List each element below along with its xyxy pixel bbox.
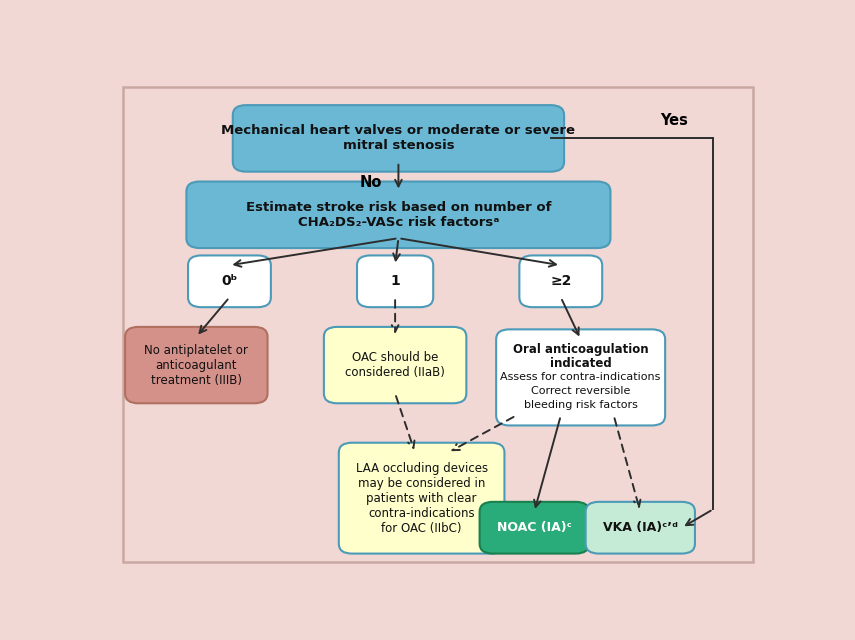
FancyBboxPatch shape [324,327,466,403]
Text: Yes: Yes [660,113,688,127]
Text: No: No [359,175,382,190]
Text: No antiplatelet or
anticoagulant
treatment (IIIB): No antiplatelet or anticoagulant treatme… [144,344,248,387]
Text: OAC should be
considered (IIaB): OAC should be considered (IIaB) [345,351,445,379]
FancyBboxPatch shape [125,327,268,403]
Text: 0ᵇ: 0ᵇ [221,275,238,288]
Text: 1: 1 [390,275,400,288]
FancyBboxPatch shape [480,502,589,554]
FancyBboxPatch shape [233,105,564,172]
FancyBboxPatch shape [186,182,610,248]
Text: ≥2: ≥2 [550,275,571,288]
FancyBboxPatch shape [339,443,504,554]
FancyBboxPatch shape [123,86,753,562]
FancyBboxPatch shape [188,255,271,307]
FancyBboxPatch shape [357,255,433,307]
Text: Mechanical heart valves or moderate or severe
mitral stenosis: Mechanical heart valves or moderate or s… [221,124,575,152]
Text: LAA occluding devices
may be considered in
patients with clear
contra-indication: LAA occluding devices may be considered … [356,461,487,534]
Text: Oral anticoagulation: Oral anticoagulation [513,343,648,356]
FancyBboxPatch shape [519,255,602,307]
Text: NOAC (IA)ᶜ: NOAC (IA)ᶜ [497,521,572,534]
FancyBboxPatch shape [496,330,665,426]
Text: Assess for contra-indications: Assess for contra-indications [500,372,661,383]
Text: Correct reversible: Correct reversible [531,386,630,396]
Text: Estimate stroke risk based on number of
CHA₂DS₂-VASc risk factorsᵃ: Estimate stroke risk based on number of … [245,201,551,228]
FancyBboxPatch shape [586,502,695,554]
Text: VKA (IA)ᶜ’ᵈ: VKA (IA)ᶜ’ᵈ [603,521,678,534]
Text: bleeding risk factors: bleeding risk factors [524,400,638,410]
Text: indicated: indicated [550,357,611,370]
